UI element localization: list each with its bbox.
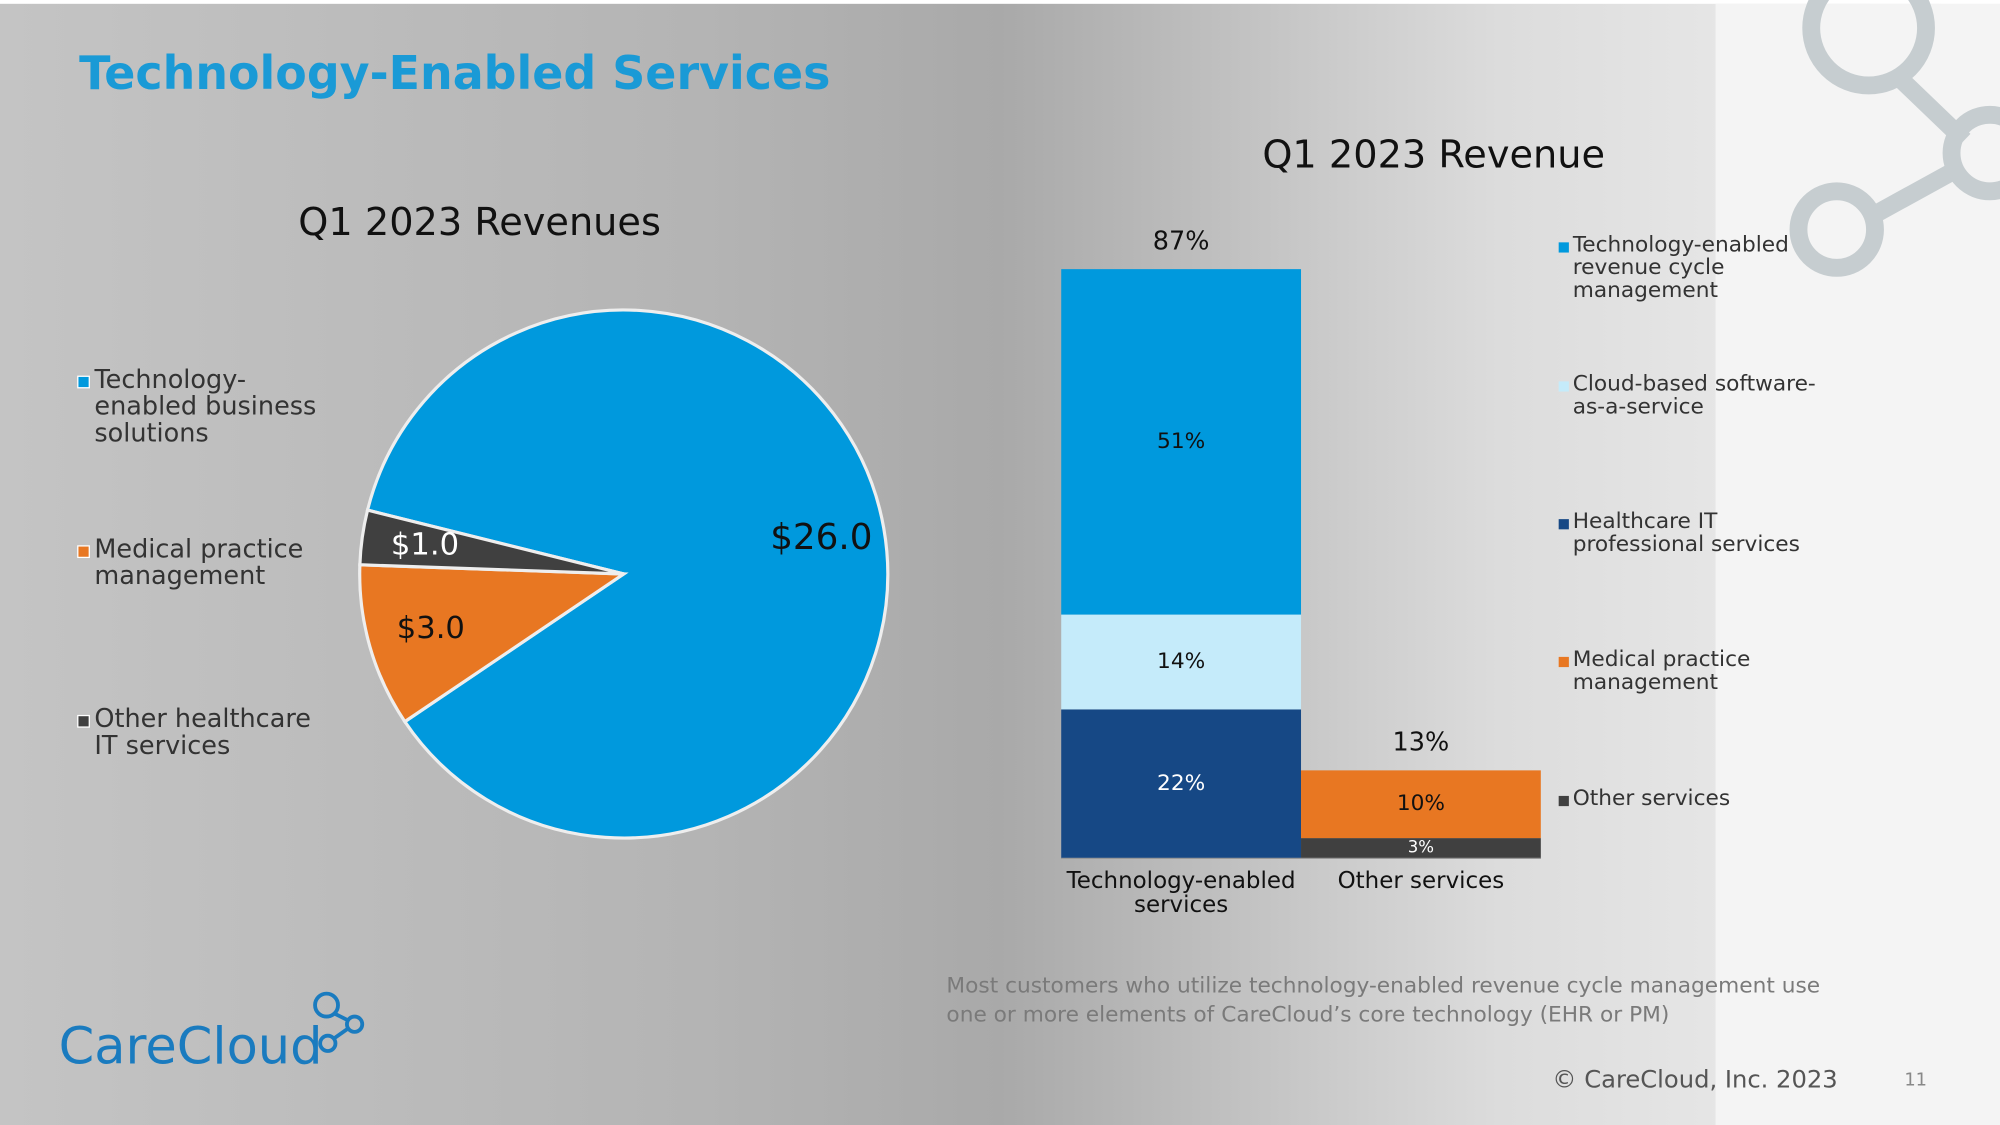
legend-label-box: Technology-enabled business solutions <box>94 366 317 448</box>
page-number: 11 <box>1904 1069 1927 1090</box>
data-label: 10% <box>1397 791 1445 816</box>
legend-label-box: Medical practice management <box>1572 649 1751 695</box>
bar-segment <box>1061 269 1302 615</box>
total-label: 87% <box>1153 226 1210 256</box>
legend-swatch <box>1558 656 1569 668</box>
bar-segment <box>1061 614 1302 710</box>
legend-label: Medical practice management <box>1572 649 1751 695</box>
legend-label-box: Other healthcare IT services <box>94 705 311 761</box>
data-label: $1.0 <box>391 528 459 563</box>
pie-slice <box>365 308 890 840</box>
legend-swatch <box>77 375 90 389</box>
legend-swatch <box>1558 381 1569 392</box>
x-tick-label-box: Other services <box>1337 869 1505 895</box>
legend-label: Technology-enabled business solutions <box>94 366 317 448</box>
legend-label: Cloud-based software-as-a-service <box>1572 373 1816 420</box>
legend-swatch <box>1558 519 1569 530</box>
legend-swatch <box>1558 795 1569 807</box>
data-label: 51% <box>1157 429 1205 454</box>
slide-title: Technology-Enabled Services <box>79 46 830 100</box>
copyright: © CareCloud, Inc. 2023 <box>1552 1065 1837 1093</box>
pie-slice <box>358 563 629 724</box>
bar-segment <box>1061 709 1302 859</box>
legend-swatch <box>77 545 90 559</box>
data-label: 22% <box>1157 771 1205 796</box>
bar-segment <box>1301 770 1541 839</box>
data-label: $3.0 <box>397 611 465 646</box>
data-label: $26.0 <box>770 517 872 558</box>
legend-label: Other services <box>1572 788 1731 812</box>
pie-slice <box>358 508 625 576</box>
logo-icon <box>313 991 365 1053</box>
legend-label-box: Medical practice management <box>94 535 304 591</box>
footnote: Most customers who utilize technology-en… <box>946 973 1821 1028</box>
x-tick-label: Other services <box>1337 869 1505 895</box>
legend-label: Technology-enabled revenue cycle managem… <box>1572 234 1789 304</box>
legend-label-box: Technology-enabled revenue cycle managem… <box>1572 234 1789 304</box>
legend-swatch <box>1558 242 1569 253</box>
background <box>0 3 2000 1125</box>
chart-title: Q1 2023 Revenue <box>1262 132 1605 177</box>
data-label: 14% <box>1157 649 1205 674</box>
legend-label: Healthcare IT professional services <box>1572 511 1800 558</box>
x-tick-label-box: Technology-enabled services <box>1066 869 1296 919</box>
logo: CareCloud <box>59 1018 323 1077</box>
legend-label-box: Other services <box>1572 788 1731 812</box>
legend-swatch <box>77 714 90 728</box>
total-label: 13% <box>1393 728 1450 758</box>
legend-label-box: Cloud-based software-as-a-service <box>1572 373 1816 420</box>
x-tick-label: Technology-enabled services <box>1066 869 1296 919</box>
legend-label: Other healthcare IT services <box>94 705 311 761</box>
footnote-box: Most customers who utilize technology-en… <box>946 973 1821 1028</box>
bar-segment <box>1301 838 1541 859</box>
decor <box>1789 0 2000 277</box>
chart-title: Q1 2023 Revenues <box>298 200 661 245</box>
data-label: 3% <box>1408 838 1434 857</box>
legend-label: Medical practice management <box>94 535 304 591</box>
legend-label-box: Healthcare IT professional services <box>1572 511 1800 558</box>
